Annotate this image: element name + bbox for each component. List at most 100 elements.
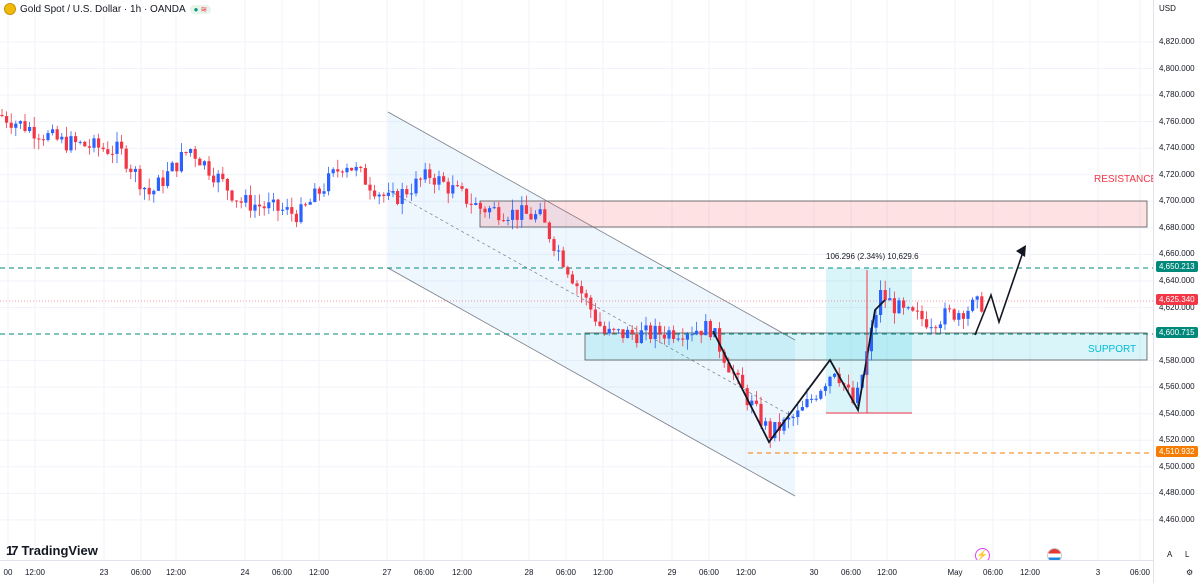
candle-body xyxy=(957,313,961,320)
time-tick-label: 28 xyxy=(524,568,534,577)
candle-body xyxy=(225,179,229,191)
currency-label[interactable]: USD xyxy=(1159,4,1176,13)
candle-body xyxy=(566,267,570,275)
price-tick-label: 4,800.000 xyxy=(1159,63,1195,73)
candle-body xyxy=(557,250,561,252)
auto-scale-button[interactable]: A xyxy=(1167,550,1173,559)
time-tick-label: 06:00 xyxy=(840,568,862,577)
candle-body xyxy=(966,310,970,319)
symbol-title[interactable]: Gold Spot / U.S. Dollar · 1h · OANDA xyxy=(20,3,186,15)
price-tick-label: 4,760.000 xyxy=(1159,116,1195,126)
candle-body xyxy=(626,329,630,339)
candle-body xyxy=(630,329,634,335)
symbol-header[interactable]: Gold Spot / U.S. Dollar · 1h · OANDA ● ≋ xyxy=(0,2,216,16)
time-tick-label: 06:00 xyxy=(1129,568,1151,577)
candle-body xyxy=(28,126,32,131)
measure-label: 106.296 (2.34%) 10,629.6 xyxy=(826,252,919,261)
resistance-label: RESISTANCE xyxy=(1094,174,1158,185)
candle-body xyxy=(902,300,906,308)
candle-body xyxy=(170,162,174,172)
chart-canvas[interactable] xyxy=(0,0,1153,560)
tradingview-logo[interactable]: 17 TradingView xyxy=(6,543,98,558)
time-tick-label: 3 xyxy=(1095,568,1101,577)
time-tick-label: May xyxy=(947,568,963,577)
candle-body xyxy=(336,169,340,172)
price-axis[interactable]: USD 4,820.000 4,800.000 4,780.000 4,760.000… xyxy=(1153,0,1200,583)
candle-body xyxy=(442,176,446,182)
time-tick-label: 12:00 xyxy=(165,568,187,577)
candle-body xyxy=(699,330,703,336)
candle-body xyxy=(230,190,234,201)
candle-body xyxy=(101,147,105,150)
candle-body xyxy=(704,321,708,336)
tradingview-logo-icon: 17 xyxy=(6,543,19,558)
candle-body xyxy=(18,121,22,124)
candle-body xyxy=(929,327,933,329)
candle-body xyxy=(239,201,243,203)
candle-body xyxy=(419,178,423,180)
time-tick-label: 12:00 xyxy=(592,568,614,577)
candle-body xyxy=(409,193,413,195)
candle-body xyxy=(175,162,179,172)
price-tick-label: 4,580.000 xyxy=(1159,355,1195,365)
resistance-zone xyxy=(479,200,1148,228)
candle-body xyxy=(414,178,418,194)
candle-body xyxy=(161,177,165,186)
candle-body xyxy=(46,133,50,140)
candle-body xyxy=(676,338,680,340)
candle-body xyxy=(718,328,722,352)
settings-gear-icon[interactable]: ⚙ xyxy=(1186,568,1194,577)
candle-body xyxy=(961,313,965,319)
price-tick-label: 4,520.000 xyxy=(1159,435,1195,445)
candle-body xyxy=(773,422,777,439)
log-scale-button[interactable]: L xyxy=(1185,550,1190,559)
candle-body xyxy=(934,327,938,329)
candle-body xyxy=(851,387,855,404)
price-tick-label: 4,540.000 xyxy=(1159,408,1195,418)
candle-body xyxy=(359,166,363,169)
candle-body xyxy=(193,149,197,159)
candle-body xyxy=(184,152,188,154)
time-axis[interactable]: 00 12:00 23 06:00 12:00 24 06:00 12:00 27 06:00 12… xyxy=(0,560,1153,584)
candle-body xyxy=(612,328,616,330)
candle-body xyxy=(552,239,556,251)
flash-icon[interactable]: ⚡ xyxy=(975,548,990,563)
candle-body xyxy=(340,171,344,173)
candle-body xyxy=(156,177,160,191)
candle-body xyxy=(589,297,593,310)
time-tick-label: 12:00 xyxy=(1019,568,1041,577)
candle-body xyxy=(147,187,151,195)
candle-body xyxy=(248,195,252,211)
chart-overlays xyxy=(712,245,1026,444)
price-tick-label: 4,720.000 xyxy=(1159,169,1195,179)
candle-body xyxy=(405,189,409,195)
candle-body xyxy=(437,176,441,185)
candle-body xyxy=(469,203,473,205)
candle-body xyxy=(69,136,73,151)
candle-body xyxy=(810,398,814,400)
candle-body xyxy=(294,213,298,223)
candle-body xyxy=(598,321,602,326)
candle-body xyxy=(373,190,377,197)
time-tick-label: 23 xyxy=(99,568,109,577)
candle-body xyxy=(607,328,611,334)
time-tick-label: 06:00 xyxy=(982,568,1004,577)
candle-body xyxy=(465,188,469,204)
candle-body xyxy=(478,203,482,209)
tradingview-logo-text: TradingView xyxy=(21,543,98,558)
candle-body xyxy=(9,122,13,128)
projection-arrowhead xyxy=(1016,245,1026,257)
candle-body xyxy=(368,184,372,191)
candle-body xyxy=(543,209,547,223)
price-tag: 4,510.932 xyxy=(1156,446,1198,458)
candle-body xyxy=(179,152,183,172)
channel-upper-line xyxy=(387,111,796,341)
market-status-badge[interactable]: ● ≋ xyxy=(189,4,212,14)
candle-body xyxy=(345,167,349,173)
candle-body xyxy=(354,166,358,171)
candle-body xyxy=(561,250,565,268)
price-tick-label: 4,780.000 xyxy=(1159,90,1195,100)
candle-body xyxy=(570,274,574,284)
candle-body xyxy=(106,149,110,154)
candle-body xyxy=(41,139,45,141)
